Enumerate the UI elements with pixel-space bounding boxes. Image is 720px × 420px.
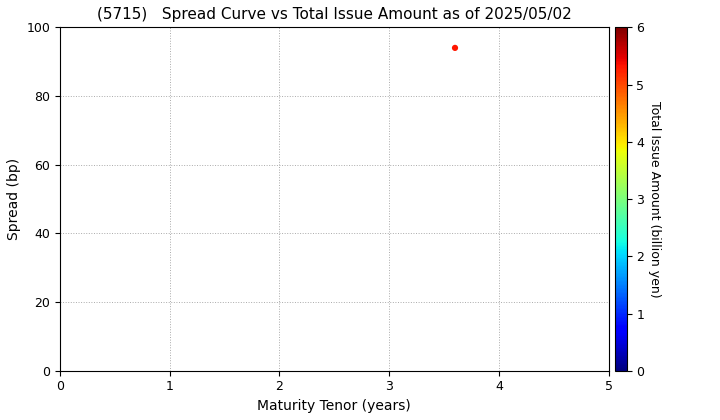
Y-axis label: Total Issue Amount (billion yen): Total Issue Amount (billion yen): [648, 101, 661, 297]
Point: [449, 45, 461, 51]
Title: (5715)   Spread Curve vs Total Issue Amount as of 2025/05/02: (5715) Spread Curve vs Total Issue Amoun…: [97, 7, 572, 22]
X-axis label: Maturity Tenor (years): Maturity Tenor (years): [258, 399, 411, 413]
Y-axis label: Spread (bp): Spread (bp): [7, 158, 21, 240]
